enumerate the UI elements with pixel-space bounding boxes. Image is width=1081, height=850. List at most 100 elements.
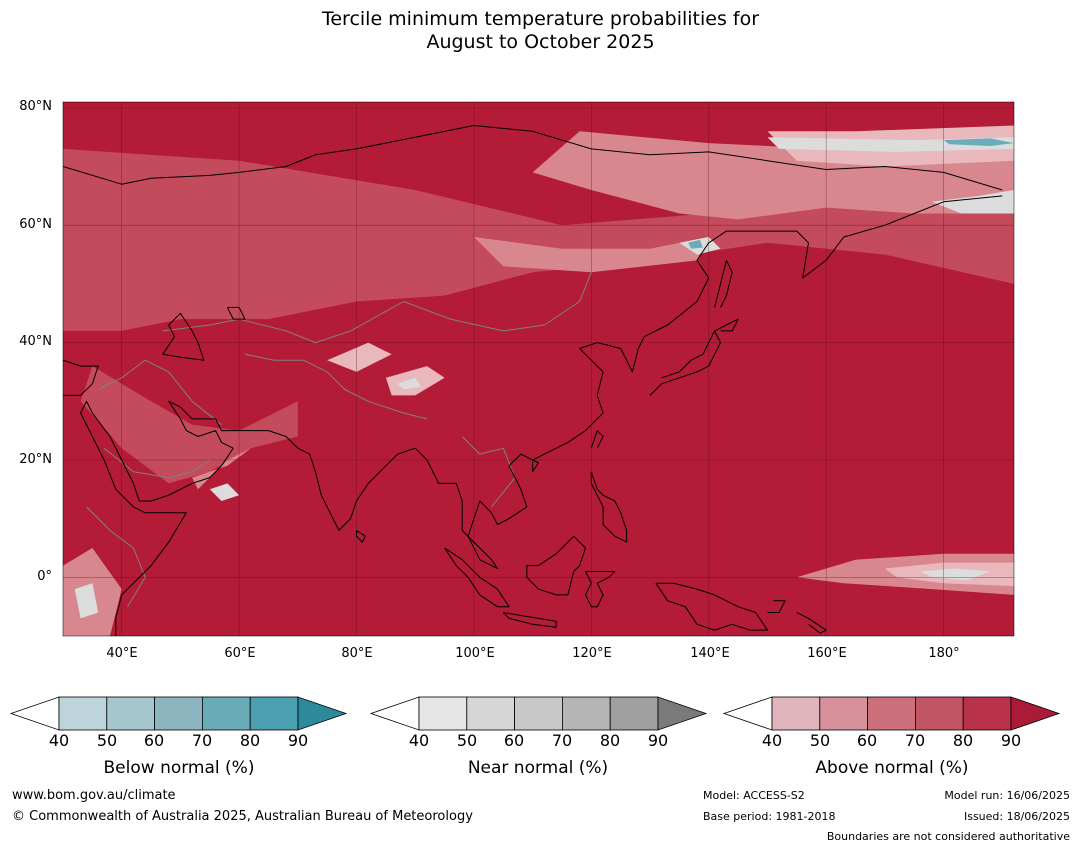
- below-colorbar-max-triangle: [297, 696, 348, 731]
- near-colorbar: [369, 696, 708, 731]
- lon-label-160e: 160°E: [807, 646, 847, 661]
- near-colorbar-segment: [562, 696, 611, 731]
- patch-central-asia: [63, 148, 1014, 331]
- below-colorbar-segment: [201, 696, 251, 731]
- boundaries-disclaimer: Boundaries are not considered authoritat…: [826, 830, 1070, 843]
- above-tick-50: 50: [809, 731, 831, 750]
- near-tick-60: 60: [503, 731, 525, 750]
- coastline: [590, 430, 604, 449]
- above-colorbar: [722, 696, 1061, 731]
- near-tick-40: 40: [408, 731, 430, 750]
- below-tick-50: 50: [96, 731, 118, 750]
- border-line: [244, 353, 428, 420]
- above-colorbar-segment: [867, 696, 916, 731]
- colorbars: [9, 696, 1061, 731]
- patch-arctic-blue: [943, 138, 1014, 146]
- lon-label-180: 180°: [928, 646, 960, 661]
- below-tick-80: 80: [239, 731, 261, 750]
- patch-chukotka-neutral: [931, 190, 1014, 214]
- near-tick-90: 90: [647, 731, 669, 750]
- coastline: [63, 125, 1003, 191]
- map-frame: [62, 101, 1015, 637]
- lat-label-80n: 80°N: [19, 99, 52, 114]
- coastline: [590, 471, 628, 543]
- coastline: [585, 571, 616, 608]
- coastline: [532, 459, 539, 472]
- coastline: [444, 547, 510, 608]
- title-line-2: August to October 2025: [426, 31, 655, 53]
- above-tick-40: 40: [761, 731, 783, 750]
- issued-text: Issued: 18/06/2025: [963, 810, 1070, 823]
- above-tick-70: 70: [904, 731, 926, 750]
- near-tick-50: 50: [456, 731, 478, 750]
- lat-label-0: 0°: [37, 569, 52, 584]
- above-colorbar-segment: [819, 696, 868, 731]
- model-text: Model: ACCESS-S2: [703, 789, 805, 802]
- patch-arabia-neutral: [209, 483, 240, 501]
- below-colorbar-segment: [154, 696, 203, 731]
- below-colorbar: [9, 696, 348, 731]
- near-colorbar-segment: [514, 696, 563, 731]
- lon-label-60e: 60°E: [224, 646, 256, 661]
- below-colorbar-segment: [106, 696, 156, 731]
- coastline: [80, 195, 1003, 636]
- lon-label-140e: 140°E: [690, 646, 730, 661]
- near-tick-80: 80: [599, 731, 621, 750]
- above-colorbar-segment: [962, 696, 1012, 731]
- near-colorbar-segment: [609, 696, 659, 731]
- coastline: [356, 529, 366, 543]
- base-period-text: Base period: 1981-2018: [703, 810, 836, 823]
- graticule: [63, 102, 1014, 636]
- coastline: [502, 612, 557, 628]
- near-colorbar-min-triangle: [369, 696, 420, 731]
- map-title: Tercile minimum temperature probabilitie…: [0, 8, 1081, 54]
- coastline: [526, 535, 586, 596]
- patch-east-africa-neutral: [74, 583, 99, 619]
- below-colorbar-min-triangle: [9, 696, 60, 731]
- lat-label-60n: 60°N: [19, 217, 52, 232]
- above-normal-title: Above normal (%): [815, 758, 969, 778]
- below-tick-70: 70: [191, 731, 213, 750]
- below-tick-40: 40: [48, 731, 70, 750]
- map-area: [62, 101, 1015, 637]
- patch-okhotsk-blue: [688, 239, 703, 249]
- below-colorbar-segment: [58, 696, 108, 731]
- coastline: [714, 318, 739, 332]
- above-tick-90: 90: [1000, 731, 1022, 750]
- model-run-text: Model run: 16/06/2025: [944, 789, 1070, 802]
- title-line-1: Tercile minimum temperature probabilitie…: [321, 8, 760, 30]
- coastline: [649, 330, 721, 396]
- below-tick-90: 90: [287, 731, 309, 750]
- above-tick-60: 60: [856, 731, 878, 750]
- border-line: [86, 506, 146, 607]
- near-normal-title: Near normal (%): [467, 758, 609, 778]
- near-colorbar-segment: [418, 696, 468, 731]
- near-colorbar-max-triangle: [657, 696, 708, 731]
- coastline: [714, 259, 733, 308]
- border-line: [461, 436, 516, 508]
- coastline: [226, 306, 246, 320]
- above-colorbar-segment: [771, 696, 821, 731]
- coastline: [63, 359, 99, 396]
- above-colorbar-segment: [915, 696, 964, 731]
- near-colorbar-segment: [466, 696, 515, 731]
- below-tick-60: 60: [143, 731, 165, 750]
- border-line: [97, 359, 222, 426]
- above-colorbar-max-triangle: [1010, 696, 1061, 731]
- bom-url-link[interactable]: www.bom.gov.au/climate: [12, 788, 176, 803]
- lon-label-40e: 40°E: [106, 646, 138, 661]
- coastline: [655, 582, 768, 631]
- below-colorbar-segment: [249, 696, 299, 731]
- patch-pamir-pale: [327, 342, 392, 372]
- lon-label-120e: 120°E: [572, 646, 612, 661]
- above-colorbar-min-triangle: [722, 696, 773, 731]
- coastline: [162, 312, 205, 361]
- near-tick-70: 70: [551, 731, 573, 750]
- copyright-text: © Commonwealth of Australia 2025, Austra…: [12, 809, 473, 824]
- lon-label-80e: 80°E: [341, 646, 373, 661]
- map-content: [63, 102, 1014, 636]
- patch-middle-east: [80, 366, 298, 484]
- coastline: [767, 600, 786, 613]
- border-line: [162, 272, 592, 344]
- above-tick-80: 80: [952, 731, 974, 750]
